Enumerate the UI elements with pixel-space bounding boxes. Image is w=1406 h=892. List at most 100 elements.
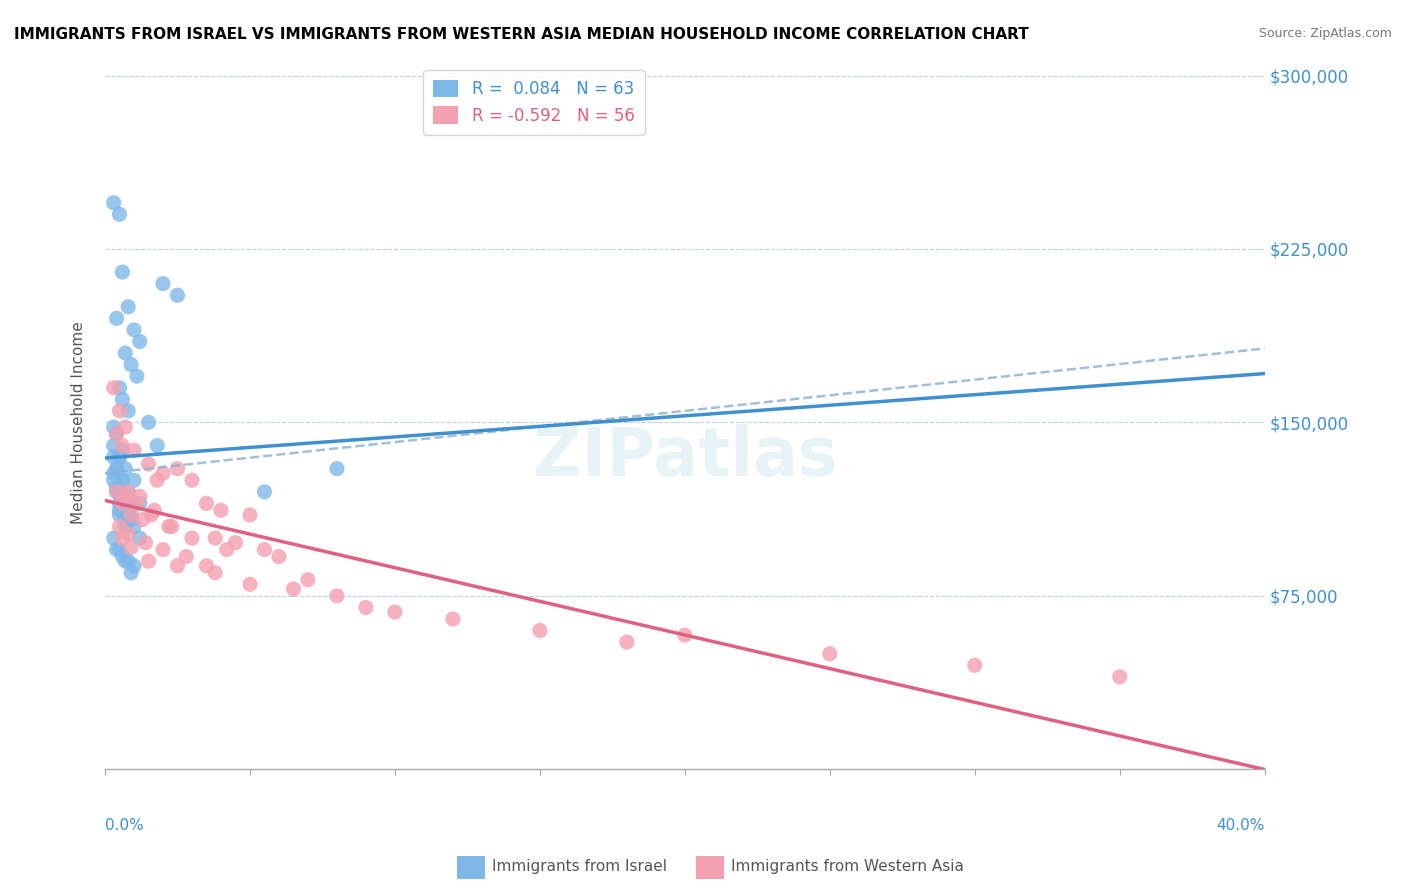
- Legend: R =  0.084   N = 63, R = -0.592   N = 56: R = 0.084 N = 63, R = -0.592 N = 56: [423, 70, 645, 135]
- Point: [224, 535, 246, 549]
- Point: [117, 484, 139, 499]
- Point: [125, 496, 148, 510]
- Point: [160, 519, 183, 533]
- Point: [195, 558, 218, 573]
- Point: [673, 628, 696, 642]
- Text: IMMIGRANTS FROM ISRAEL VS IMMIGRANTS FROM WESTERN ASIA MEDIAN HOUSEHOLD INCOME C: IMMIGRANTS FROM ISRAEL VS IMMIGRANTS FRO…: [14, 27, 1029, 42]
- Point: [105, 542, 128, 557]
- Point: [117, 526, 139, 541]
- Point: [114, 420, 136, 434]
- Point: [166, 558, 188, 573]
- Point: [108, 519, 131, 533]
- Point: [326, 589, 349, 603]
- Point: [963, 658, 986, 673]
- Point: [122, 496, 145, 510]
- Point: [111, 473, 134, 487]
- Point: [114, 496, 136, 510]
- Point: [111, 392, 134, 407]
- Point: [157, 519, 180, 533]
- Point: [120, 512, 142, 526]
- Point: [122, 323, 145, 337]
- Point: [103, 473, 125, 487]
- Text: Immigrants from Israel: Immigrants from Israel: [492, 859, 666, 874]
- Point: [122, 558, 145, 573]
- Point: [105, 480, 128, 494]
- Point: [283, 582, 305, 596]
- Point: [108, 542, 131, 557]
- Point: [215, 542, 238, 557]
- Text: 40.0%: 40.0%: [1216, 818, 1265, 833]
- Point: [166, 461, 188, 475]
- Point: [111, 549, 134, 564]
- Point: [209, 503, 232, 517]
- Point: [135, 535, 157, 549]
- Point: [204, 531, 226, 545]
- Point: [120, 508, 142, 522]
- Point: [326, 461, 349, 475]
- Point: [103, 531, 125, 545]
- Point: [152, 467, 174, 481]
- Point: [239, 577, 262, 591]
- Point: [128, 496, 150, 510]
- Point: [103, 420, 125, 434]
- Point: [108, 450, 131, 464]
- Point: [105, 427, 128, 442]
- Point: [128, 490, 150, 504]
- Point: [105, 427, 128, 442]
- Point: [105, 311, 128, 326]
- Point: [111, 473, 134, 487]
- Point: [253, 542, 276, 557]
- Point: [441, 612, 464, 626]
- Point: [108, 207, 131, 221]
- Text: Immigrants from Western Asia: Immigrants from Western Asia: [731, 859, 965, 874]
- Text: 0.0%: 0.0%: [105, 818, 143, 833]
- Point: [120, 508, 142, 522]
- Point: [117, 490, 139, 504]
- Point: [122, 519, 145, 533]
- Point: [354, 600, 377, 615]
- Point: [120, 541, 142, 555]
- Point: [174, 549, 197, 564]
- Point: [152, 542, 174, 557]
- Point: [103, 438, 125, 452]
- Point: [103, 195, 125, 210]
- Point: [384, 605, 406, 619]
- Text: Source: ZipAtlas.com: Source: ZipAtlas.com: [1258, 27, 1392, 40]
- Point: [818, 647, 841, 661]
- Point: [181, 473, 204, 487]
- Point: [117, 554, 139, 568]
- Point: [195, 496, 218, 510]
- Point: [128, 531, 150, 545]
- Point: [529, 624, 551, 638]
- Point: [111, 265, 134, 279]
- Point: [253, 484, 276, 499]
- Point: [146, 473, 169, 487]
- Point: [117, 404, 139, 418]
- Point: [108, 484, 131, 499]
- Point: [108, 404, 131, 418]
- Point: [267, 549, 290, 564]
- Point: [152, 277, 174, 291]
- Point: [111, 484, 134, 499]
- Point: [105, 484, 128, 499]
- Point: [105, 461, 128, 475]
- Point: [122, 473, 145, 487]
- Point: [120, 566, 142, 580]
- Point: [111, 496, 134, 510]
- Point: [111, 438, 134, 452]
- Point: [122, 443, 145, 458]
- Point: [108, 381, 131, 395]
- Point: [114, 490, 136, 504]
- Point: [114, 554, 136, 568]
- Point: [138, 416, 160, 430]
- Point: [103, 467, 125, 481]
- Point: [108, 496, 131, 510]
- Point: [105, 484, 128, 499]
- Point: [204, 566, 226, 580]
- Point: [141, 508, 163, 522]
- Point: [131, 512, 153, 526]
- Point: [108, 508, 131, 522]
- Point: [138, 457, 160, 471]
- Y-axis label: Median Household Income: Median Household Income: [72, 321, 86, 524]
- Point: [239, 508, 262, 522]
